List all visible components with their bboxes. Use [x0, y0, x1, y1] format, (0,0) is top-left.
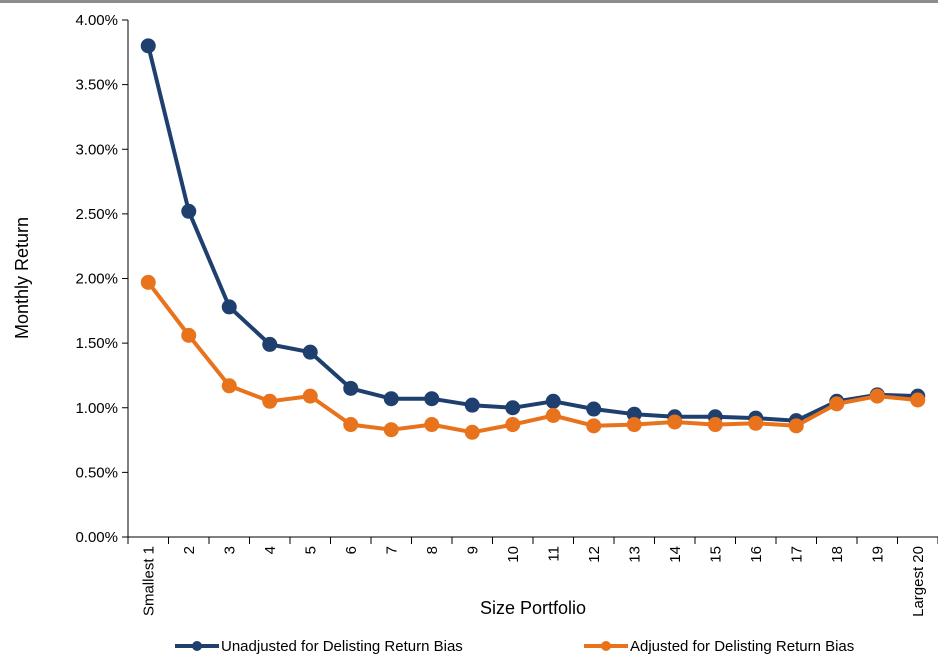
- data-point: [829, 396, 845, 412]
- x-tick-label: 7: [383, 546, 400, 554]
- x-tick-label: Smallest 1: [140, 546, 157, 616]
- data-point: [181, 203, 197, 219]
- x-tick-label: 18: [829, 546, 846, 563]
- y-tick-label: 4.00%: [75, 12, 118, 29]
- data-point: [626, 417, 642, 433]
- data-point: [707, 417, 723, 433]
- data-point: [302, 388, 318, 404]
- series: [140, 274, 926, 440]
- legend-marker: [601, 641, 611, 651]
- legend-label: Adjusted for Delisting Return Bias: [630, 638, 854, 655]
- data-point: [545, 408, 561, 424]
- x-tick-label: 16: [748, 546, 765, 563]
- data-point: [302, 344, 318, 360]
- series-line: [146, 281, 918, 435]
- data-point: [505, 400, 521, 416]
- data-point: [262, 336, 278, 352]
- data-point: [221, 299, 237, 315]
- data-point: [464, 397, 480, 413]
- data-point: [221, 378, 237, 394]
- y-tick-label: 3.50%: [75, 77, 118, 94]
- data-point: [262, 393, 278, 409]
- y-tick-label: 1.00%: [75, 400, 118, 417]
- x-tick-label: 19: [869, 546, 886, 563]
- x-tick-label: 17: [788, 546, 805, 563]
- x-tick-label: 10: [505, 546, 522, 563]
- data-point: [586, 401, 602, 417]
- data-point: [424, 391, 440, 407]
- x-tick-label: 15: [707, 546, 724, 563]
- x-tick-label: 4: [262, 546, 279, 554]
- data-point: [545, 393, 561, 409]
- x-tick-label: 6: [343, 546, 360, 554]
- data-point: [140, 274, 156, 290]
- legend-label: Unadjusted for Delisting Return Bias: [221, 638, 463, 655]
- data-point: [464, 424, 480, 440]
- data-point: [788, 418, 804, 434]
- top-border: [0, 0, 938, 3]
- legend: Unadjusted for Delisting Return Bias Adju…: [175, 638, 854, 655]
- data-point: [586, 418, 602, 434]
- data-point: [424, 417, 440, 433]
- data-point: [383, 391, 399, 407]
- series: [140, 38, 926, 429]
- x-tick-label: 5: [302, 546, 319, 554]
- data-point: [869, 388, 885, 404]
- y-tick-label: 3.00%: [75, 141, 118, 158]
- data-point: [181, 327, 197, 343]
- data-point: [748, 415, 764, 431]
- y-tick-label: 1.50%: [75, 335, 118, 352]
- data-point: [343, 380, 359, 396]
- x-tick-label: 14: [667, 546, 684, 563]
- y-tick-label: 2.50%: [75, 206, 118, 223]
- series-line: [146, 45, 918, 423]
- data-point: [667, 414, 683, 430]
- x-tick-label: Largest 20: [910, 546, 927, 617]
- data-point: [910, 392, 926, 408]
- data-point: [505, 417, 521, 433]
- x-tick-label: 13: [626, 546, 643, 563]
- x-tick-label: 2: [181, 546, 198, 554]
- legend-item: Unadjusted for Delisting Return Bias: [175, 638, 463, 655]
- data-point: [383, 422, 399, 438]
- y-axis-title: Monthly Return: [12, 217, 32, 339]
- y-tick-label: 0.00%: [75, 529, 118, 546]
- x-tick-label: 11: [545, 546, 562, 562]
- data-point: [140, 38, 156, 54]
- x-axis-title: Size Portfolio: [480, 598, 586, 618]
- data-point: [343, 417, 359, 433]
- axes: 0.00% 0.50% 1.00% 1.50% 2.00% 2.50% 3.00% 3.50%…: [75, 12, 938, 617]
- x-tick-label: 3: [221, 546, 238, 554]
- x-tick-label: 8: [424, 546, 441, 554]
- data-point: [626, 406, 642, 422]
- legend-marker: [192, 641, 202, 651]
- x-tick-label: 9: [464, 546, 481, 554]
- x-tick-label: 12: [586, 546, 603, 563]
- legend-item: Adjusted for Delisting Return Bias: [584, 638, 854, 655]
- series-group: [140, 38, 926, 440]
- y-tick-label: 0.50%: [75, 464, 118, 481]
- y-tick-label: 2.00%: [75, 271, 118, 288]
